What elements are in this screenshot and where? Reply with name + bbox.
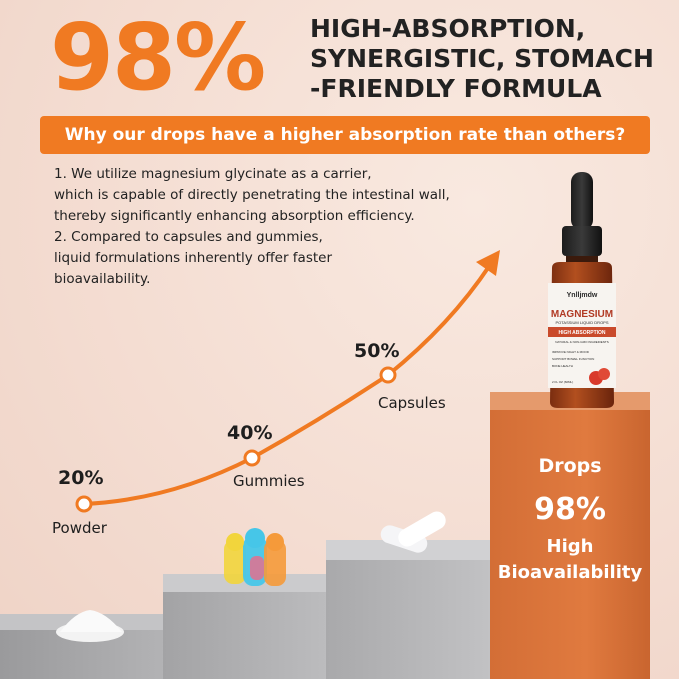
headline: HIGH-ABSORPTION, SYNERGISTIC, STOMACH -F…: [310, 14, 670, 104]
step-capsules: [326, 558, 492, 679]
point-powder-percent: 20%: [58, 467, 104, 489]
bottle-bullet: BONE HEALTH: [552, 364, 573, 368]
body-line: liquid formulations inherently offer fas…: [54, 250, 333, 266]
point-gummies-percent: 40%: [227, 422, 273, 444]
banner-text: Why our drops have a higher absorption r…: [64, 125, 626, 145]
bottle-subtitle: POTASSIUM LIQUID DROPS: [555, 320, 609, 325]
body-line: which is capable of directly penetrating…: [54, 187, 450, 203]
headline-line-1: HIGH-ABSORPTION,: [310, 14, 586, 43]
hero-percent: 98%: [50, 4, 266, 111]
headline-line-2: SYNERGISTIC, STOMACH: [310, 44, 654, 73]
gummy-bears: [224, 528, 286, 586]
arrow-head-icon: [476, 250, 500, 276]
bottle-tagline: NATURAL & NON-GMO INGREDIENTS: [555, 340, 609, 344]
body-line: 2. Compared to capsules and gummies,: [54, 229, 323, 245]
drops-line-1: High: [546, 536, 594, 557]
capsules: [380, 511, 446, 553]
bottle-band: HIGH ABSORPTION: [558, 330, 606, 336]
point-capsules-percent: 50%: [354, 340, 400, 362]
explanation-text: 1. We utilize magnesium glycinate as a c…: [54, 164, 524, 290]
bottle-label: Ynlljmdw MAGNESIUM POTASSIUM LIQUID DROP…: [548, 284, 616, 388]
body-line: thereby significantly enhancing absorpti…: [54, 208, 415, 224]
body-line: 1. We utilize magnesium glycinate as a c…: [54, 166, 372, 182]
question-banner: Why our drops have a higher absorption r…: [40, 116, 650, 154]
bottle-brand: Ynlljmdw: [566, 292, 598, 299]
step-gummies: [163, 590, 328, 679]
bottle-product: MAGNESIUM: [550, 309, 614, 320]
step-gummies-top: [163, 574, 328, 592]
powder-pile: [56, 610, 124, 642]
drops-percent: 98%: [534, 492, 606, 527]
point-gummies-label: Gummies: [233, 472, 305, 490]
drops-title: Drops: [538, 455, 602, 477]
point-capsules-marker: [379, 366, 397, 384]
drops-line-2: Bioavailability: [497, 562, 643, 583]
point-powder-marker: [75, 495, 93, 513]
bottle-bullet: SUPPORT BOWEL FUNCTION: [552, 357, 595, 361]
point-capsules-label: Capsules: [378, 394, 446, 412]
headline-line-3: -FRIENDLY FORMULA: [310, 74, 602, 103]
point-gummies-marker: [243, 449, 261, 467]
step-drops: [490, 410, 650, 679]
bottle-bullet: IMPROVE NIGHT & MOOD: [552, 350, 589, 354]
point-powder-label: Powder: [52, 519, 107, 537]
body-line: bioavailability.: [54, 271, 151, 287]
bottle-size: 2 FL OZ (60ML): [552, 380, 574, 384]
